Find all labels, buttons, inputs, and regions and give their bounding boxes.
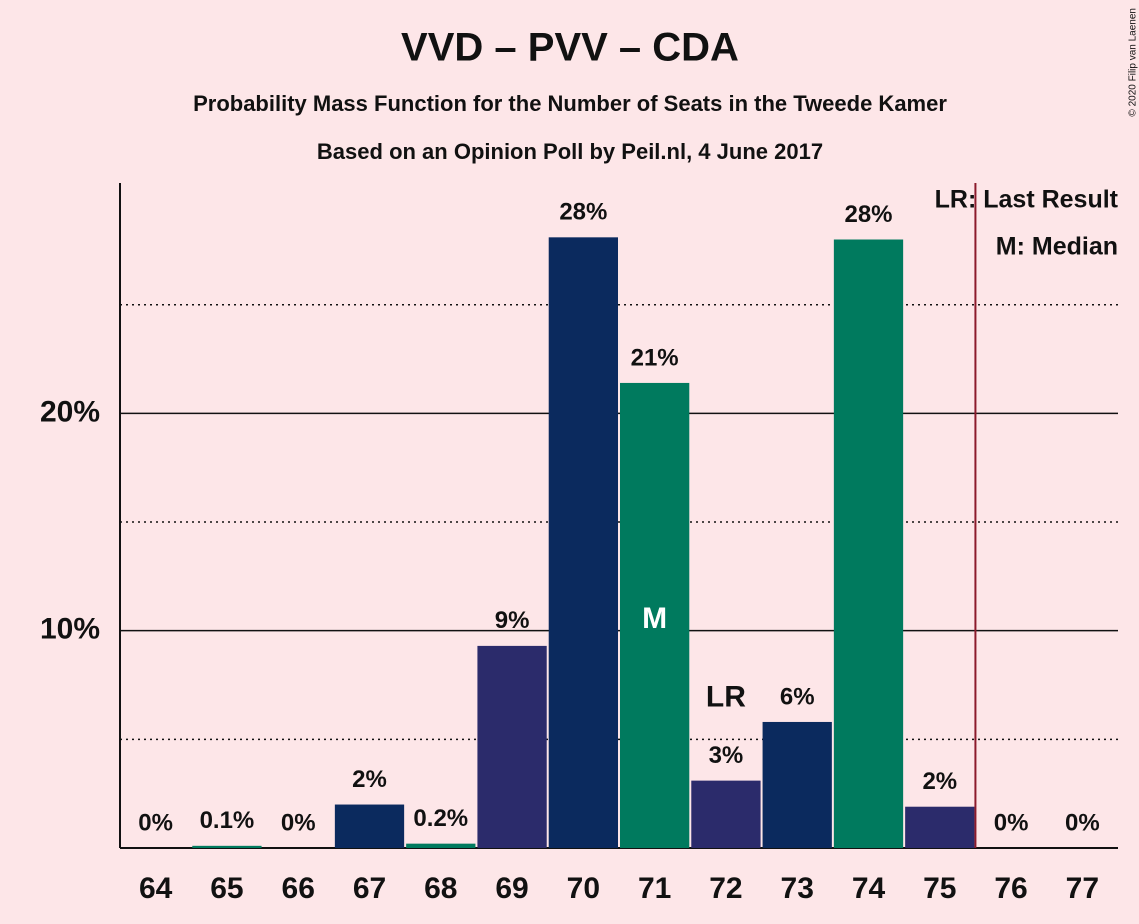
y-tick-label: 20% [40, 395, 100, 428]
x-tick-label: 76 [994, 872, 1027, 905]
x-tick-label: 64 [139, 872, 173, 905]
bar [833, 239, 904, 848]
bar [477, 645, 547, 848]
x-tick-label: 70 [567, 872, 600, 905]
copyright: © 2020 Filip van Laenen [1128, 8, 1139, 117]
legend-entry: M: Median [996, 233, 1118, 261]
x-tick-label: 66 [282, 872, 315, 905]
bar [691, 780, 761, 848]
value-label: 0% [1065, 809, 1100, 836]
median-marker: M [642, 602, 667, 635]
chart-subtitle: Based on an Opinion Poll by Peil.nl, 4 J… [317, 139, 823, 164]
x-tick-label: 67 [353, 872, 386, 905]
chart-title: VVD – PVV – CDA [401, 26, 739, 70]
value-label: 6% [780, 683, 815, 710]
x-tick-label: 65 [210, 872, 243, 905]
x-tick-label: 73 [781, 872, 814, 905]
bar [762, 721, 832, 848]
x-tick-label: 72 [709, 872, 742, 905]
value-label: 0% [138, 809, 173, 836]
value-label: 9% [495, 607, 530, 634]
bar [192, 845, 262, 848]
value-label: 28% [559, 199, 607, 226]
chart-subtitle: Probability Mass Function for the Number… [193, 91, 947, 116]
x-tick-label: 75 [923, 872, 956, 905]
value-label: 0% [281, 809, 316, 836]
x-tick-label: 68 [424, 872, 457, 905]
bar [548, 237, 618, 848]
value-label: 2% [352, 766, 387, 793]
value-label: 0.1% [200, 807, 255, 834]
bar [334, 804, 405, 848]
value-label: 2% [922, 768, 957, 795]
bar [905, 806, 975, 848]
x-tick-label: 77 [1066, 872, 1099, 905]
value-label: 3% [709, 742, 744, 769]
x-tick-label: 74 [852, 872, 886, 905]
value-label: 0.2% [413, 805, 468, 832]
bar [620, 382, 690, 848]
legend-entry: LR: Last Result [935, 186, 1119, 214]
x-tick-label: 71 [638, 872, 671, 905]
value-label: 21% [631, 344, 679, 371]
y-tick-label: 10% [40, 613, 100, 646]
x-tick-label: 69 [495, 872, 528, 905]
last-result-marker: LR [706, 681, 746, 714]
bar [406, 843, 476, 848]
value-label: 28% [844, 201, 892, 228]
value-label: 0% [994, 809, 1029, 836]
